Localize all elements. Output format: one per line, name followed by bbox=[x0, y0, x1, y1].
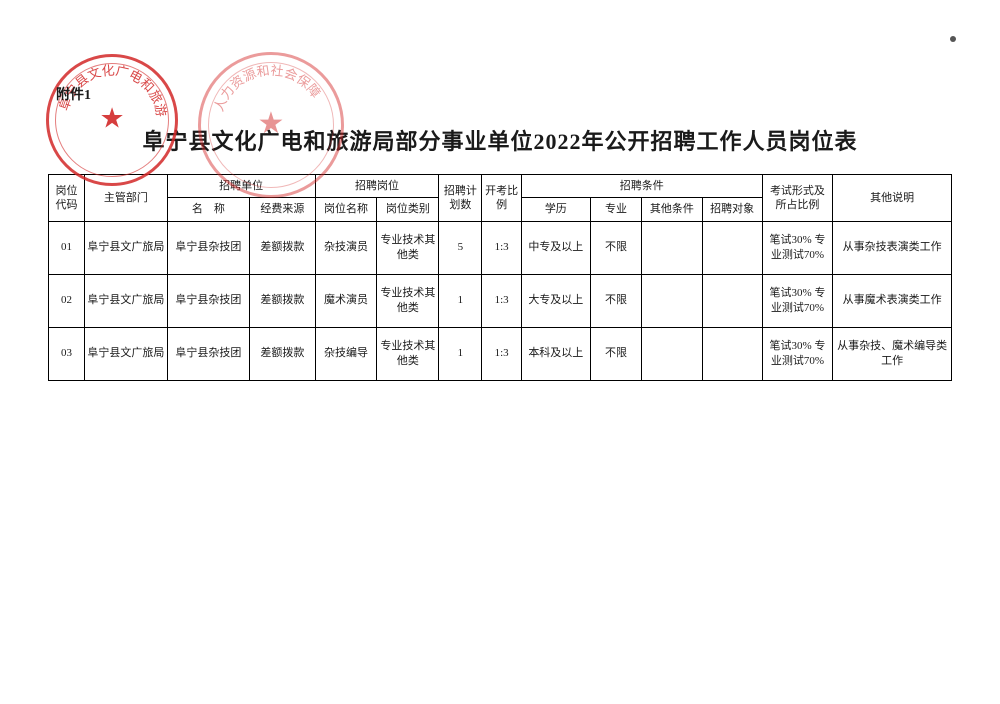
cell-dept: 阜宁县文广旅局 bbox=[85, 274, 168, 327]
cell-fund: 差额拨款 bbox=[250, 327, 315, 380]
th-dept: 主管部门 bbox=[85, 175, 168, 222]
cell-target bbox=[702, 221, 762, 274]
cell-post_name: 杂技演员 bbox=[315, 221, 377, 274]
cell-remark: 从事魔术表演类工作 bbox=[833, 274, 952, 327]
cell-plan: 5 bbox=[439, 221, 482, 274]
th-fund: 经费来源 bbox=[250, 198, 315, 221]
cell-post_name: 魔术演员 bbox=[315, 274, 377, 327]
table-header: 岗位代码 主管部门 招聘单位 招聘岗位 招聘计划数 开考比例 招聘条件 考试形式… bbox=[49, 175, 952, 222]
cell-edu: 本科及以上 bbox=[521, 327, 590, 380]
th-target: 招聘对象 bbox=[702, 198, 762, 221]
attachment-label: 附件1 bbox=[56, 84, 91, 104]
th-ratio: 开考比例 bbox=[482, 175, 522, 222]
th-other-cond: 其他条件 bbox=[642, 198, 702, 221]
cell-dept: 阜宁县文广旅局 bbox=[85, 221, 168, 274]
cell-ratio: 1:3 bbox=[482, 221, 522, 274]
cell-code: 03 bbox=[49, 327, 85, 380]
cell-exam: 笔试30% 专业测试70% bbox=[762, 327, 833, 380]
cell-other_cond bbox=[642, 221, 702, 274]
cell-post_type: 专业技术其他类 bbox=[377, 274, 439, 327]
cell-code: 02 bbox=[49, 274, 85, 327]
cell-target bbox=[702, 327, 762, 380]
page-title: 阜宁县文化广电和旅游局部分事业单位2022年公开招聘工作人员岗位表 bbox=[48, 124, 952, 156]
cell-unit_name: 阜宁县杂技团 bbox=[167, 221, 250, 274]
th-edu: 学历 bbox=[521, 198, 590, 221]
cell-code: 01 bbox=[49, 221, 85, 274]
th-post-group: 招聘岗位 bbox=[315, 175, 439, 198]
cell-edu: 中专及以上 bbox=[521, 221, 590, 274]
table-body: 01阜宁县文广旅局阜宁县杂技团差额拨款杂技演员专业技术其他类51:3中专及以上不… bbox=[49, 221, 952, 380]
cell-post_type: 专业技术其他类 bbox=[377, 327, 439, 380]
cell-post_type: 专业技术其他类 bbox=[377, 221, 439, 274]
cell-unit_name: 阜宁县杂技团 bbox=[167, 274, 250, 327]
cell-edu: 大专及以上 bbox=[521, 274, 590, 327]
cell-plan: 1 bbox=[439, 274, 482, 327]
th-cond-group: 招聘条件 bbox=[521, 175, 762, 198]
table-row: 03阜宁县文广旅局阜宁县杂技团差额拨款杂技编导专业技术其他类11:3本科及以上不… bbox=[49, 327, 952, 380]
th-remark: 其他说明 bbox=[833, 175, 952, 222]
svg-text:人力资源和社会保障: 人力资源和社会保障 bbox=[211, 63, 323, 114]
cell-major: 不限 bbox=[590, 274, 642, 327]
cell-exam: 笔试30% 专业测试70% bbox=[762, 274, 833, 327]
th-unit-group: 招聘单位 bbox=[167, 175, 315, 198]
th-plan: 招聘计划数 bbox=[439, 175, 482, 222]
cell-dept: 阜宁县文广旅局 bbox=[85, 327, 168, 380]
cell-post_name: 杂技编导 bbox=[315, 327, 377, 380]
cell-major: 不限 bbox=[590, 221, 642, 274]
cell-fund: 差额拨款 bbox=[250, 274, 315, 327]
th-exam: 考试形式及所占比例 bbox=[762, 175, 833, 222]
th-post-name: 岗位名称 bbox=[315, 198, 377, 221]
seal-left: 阜宁县文化广电和旅游局 ★ bbox=[46, 54, 178, 186]
table-row: 02阜宁县文广旅局阜宁县杂技团差额拨款魔术演员专业技术其他类11:3大专及以上不… bbox=[49, 274, 952, 327]
seal-right-text: 人力资源和社会保障 bbox=[211, 63, 323, 114]
cell-plan: 1 bbox=[439, 327, 482, 380]
cell-other_cond bbox=[642, 274, 702, 327]
page: 阜宁县文化广电和旅游局 ★ 人力资源和社会保障 ★ 附件1 阜宁县文化广电和旅游… bbox=[0, 0, 1000, 704]
cell-exam: 笔试30% 专业测试70% bbox=[762, 221, 833, 274]
cell-ratio: 1:3 bbox=[482, 327, 522, 380]
job-table: 岗位代码 主管部门 招聘单位 招聘岗位 招聘计划数 开考比例 招聘条件 考试形式… bbox=[48, 174, 952, 381]
cell-ratio: 1:3 bbox=[482, 274, 522, 327]
th-code: 岗位代码 bbox=[49, 175, 85, 222]
cell-target bbox=[702, 274, 762, 327]
th-post-type: 岗位类别 bbox=[377, 198, 439, 221]
cell-major: 不限 bbox=[590, 327, 642, 380]
table-row: 01阜宁县文广旅局阜宁县杂技团差额拨款杂技演员专业技术其他类51:3中专及以上不… bbox=[49, 221, 952, 274]
th-unit-name: 名 称 bbox=[167, 198, 250, 221]
th-major: 专业 bbox=[590, 198, 642, 221]
cell-fund: 差额拨款 bbox=[250, 221, 315, 274]
cell-other_cond bbox=[642, 327, 702, 380]
cell-remark: 从事杂技、魔术编导类工作 bbox=[833, 327, 952, 380]
cell-unit_name: 阜宁县杂技团 bbox=[167, 327, 250, 380]
corner-mark bbox=[950, 36, 956, 42]
cell-remark: 从事杂技表演类工作 bbox=[833, 221, 952, 274]
